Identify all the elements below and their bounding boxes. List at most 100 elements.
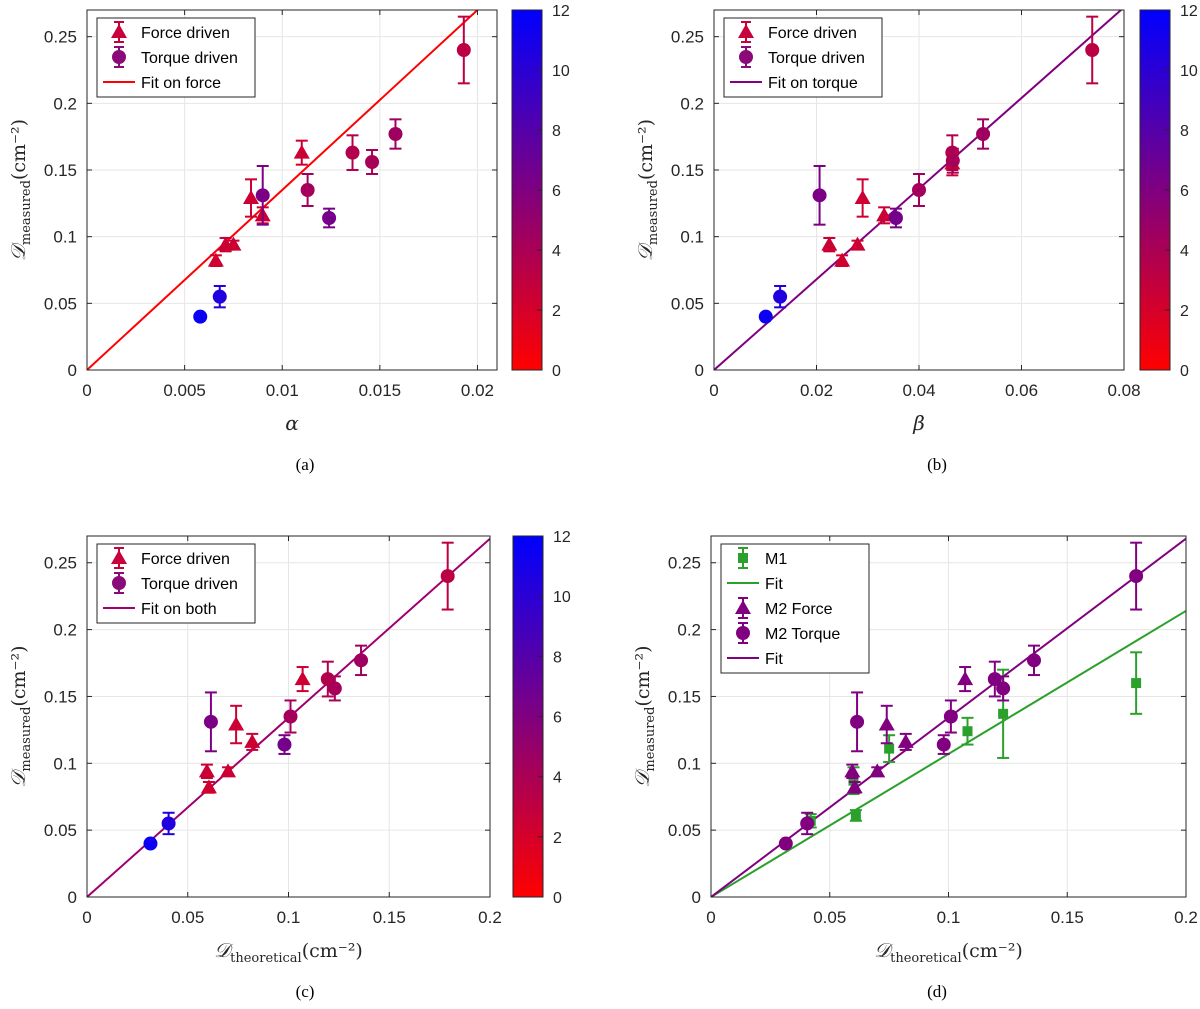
m1-data-point	[1130, 651, 1143, 715]
force-data-point	[228, 704, 245, 745]
legend-item: M1	[738, 547, 787, 569]
force-data-point	[200, 779, 217, 794]
colorbar: 0 2 4 6 8 10 12	[511, 3, 570, 380]
triangle-marker	[225, 236, 242, 251]
x-tick-label: 0	[709, 381, 718, 400]
circle-marker	[800, 816, 815, 831]
y-tick-label: 0.15	[671, 161, 704, 180]
torque-data-point	[800, 811, 815, 836]
x-axis-label-sub: theoretical	[890, 951, 962, 966]
x-axis-label-unit: (cm⁻²)	[302, 940, 363, 962]
colorbar-tick-label: 12	[553, 529, 571, 546]
y-tick-label: 0.1	[53, 754, 77, 773]
legend-circle-marker	[739, 50, 753, 64]
force-data-point	[897, 732, 914, 751]
y-axis-label: 𝒟measured(cm⁻²)	[6, 645, 34, 787]
force-data-point	[225, 236, 242, 251]
torque-data-point	[758, 309, 773, 324]
y-axis-label: 𝒟measured(cm⁻²)	[633, 119, 661, 261]
circle-marker	[327, 681, 342, 696]
circle-marker	[212, 289, 227, 304]
y-tick-label: 0.15	[668, 687, 701, 706]
circle-marker	[1129, 569, 1144, 584]
x-tick-label: 0.005	[163, 381, 206, 400]
y-axis-label: 𝒟measured(cm⁻²)	[6, 119, 34, 261]
circle-marker	[996, 681, 1011, 696]
legend-triangle-marker	[111, 24, 127, 38]
legend-label: M2 Torque	[765, 626, 840, 643]
torque-data-point	[976, 118, 991, 150]
y-axis-label: 𝒟measured(cm⁻²)	[630, 645, 658, 787]
chart-panel-d: 0 0.05 0.1 0.15 0.2 0 0.05 0.1 0.15 0.2 0.25 𝒟theor…	[630, 535, 1198, 1001]
y-axis-label-main: 𝒟	[630, 768, 654, 788]
y-axis-label-sub: measured	[646, 180, 661, 245]
y-tick-label: 0.2	[53, 94, 77, 113]
x-axis-label-unit: (cm⁻²)	[962, 940, 1023, 962]
square-marker	[962, 726, 973, 737]
y-tick-label: 0.05	[671, 294, 704, 313]
torque-data-point	[143, 836, 158, 851]
colorbar-tick-label: 2	[1180, 303, 1189, 320]
legend-label: Torque driven	[141, 576, 238, 593]
circle-marker	[300, 183, 315, 197]
y-axis-label-main: 𝒟	[6, 768, 30, 788]
y-tick-label: 0.1	[53, 228, 77, 247]
force-data-point	[293, 139, 310, 166]
x-tick-label: 0.2	[478, 908, 502, 927]
fit-line	[87, 537, 490, 897]
colorbar-tick-label: 8	[552, 123, 561, 140]
y-axis-label-unit: (cm⁻²)	[8, 119, 30, 180]
y-tick-label: 0.1	[680, 228, 704, 247]
torque-data-point	[440, 541, 455, 611]
y-tick-label: 0	[68, 361, 77, 380]
circle-marker	[365, 155, 380, 169]
legend: M1 Fit M2 Force M2 Torque Fit	[720, 543, 870, 674]
triangle-marker	[834, 252, 851, 267]
panel-caption: (c)	[296, 982, 315, 1001]
circle-marker	[143, 836, 158, 851]
triangle-marker	[869, 763, 886, 778]
colorbar-tick-label: 10	[1180, 63, 1198, 80]
circle-marker	[1085, 43, 1100, 57]
colorbar-tick-label: 4	[553, 770, 562, 787]
y-axis-label-unit: (cm⁻²)	[635, 119, 657, 180]
torque-data-point	[1027, 644, 1041, 677]
torque-data-point	[996, 675, 1011, 702]
x-tick-label: 0.02	[800, 381, 833, 400]
legend-label: Fit	[765, 651, 783, 668]
force-data-point	[243, 178, 259, 218]
triangle-marker	[897, 733, 914, 748]
colorbar-tick-label: 6	[553, 710, 562, 727]
legend-label: Fit	[765, 576, 783, 593]
legend-label: Force driven	[768, 25, 857, 42]
legend-circle-marker	[112, 576, 126, 590]
x-tick-label: 0.1	[277, 908, 301, 927]
legend-item: Fit	[727, 576, 783, 593]
circle-marker	[1027, 653, 1041, 668]
force-data-point	[844, 763, 861, 780]
circle-marker	[778, 836, 793, 851]
circle-marker	[203, 714, 218, 729]
legend-item: Torque driven	[112, 572, 238, 594]
force-data-point	[876, 206, 893, 225]
torque-data-point	[277, 734, 292, 755]
legend-label: Torque driven	[141, 50, 238, 67]
colorbar-tick-label: 2	[553, 830, 562, 847]
force-data-point	[846, 779, 863, 794]
torque-data-point	[203, 691, 218, 753]
circle-marker	[912, 183, 926, 197]
m1-data-point	[961, 716, 974, 746]
y-axis-label-unit: (cm⁻²)	[8, 645, 30, 706]
chart-panel-a: 0 0.005 0.01 0.015 0.02 0 0.05 0.1 0.15 0.2 0.25 α 𝒟…	[6, 3, 570, 474]
y-tick-label: 0.15	[44, 161, 77, 180]
circle-marker	[277, 737, 292, 752]
torque-data-point	[365, 149, 380, 175]
force-data-point	[198, 763, 215, 780]
colorbar-tick-label: 0	[553, 890, 562, 907]
x-axis-label-main: 𝒟	[214, 938, 234, 962]
triangle-marker	[198, 763, 215, 778]
x-axis-label: 𝒟theoretical(cm⁻²)	[874, 938, 1023, 966]
torque-data-point	[193, 309, 208, 324]
x-tick-label: 0.08	[1107, 381, 1140, 400]
circle-marker	[255, 188, 270, 203]
